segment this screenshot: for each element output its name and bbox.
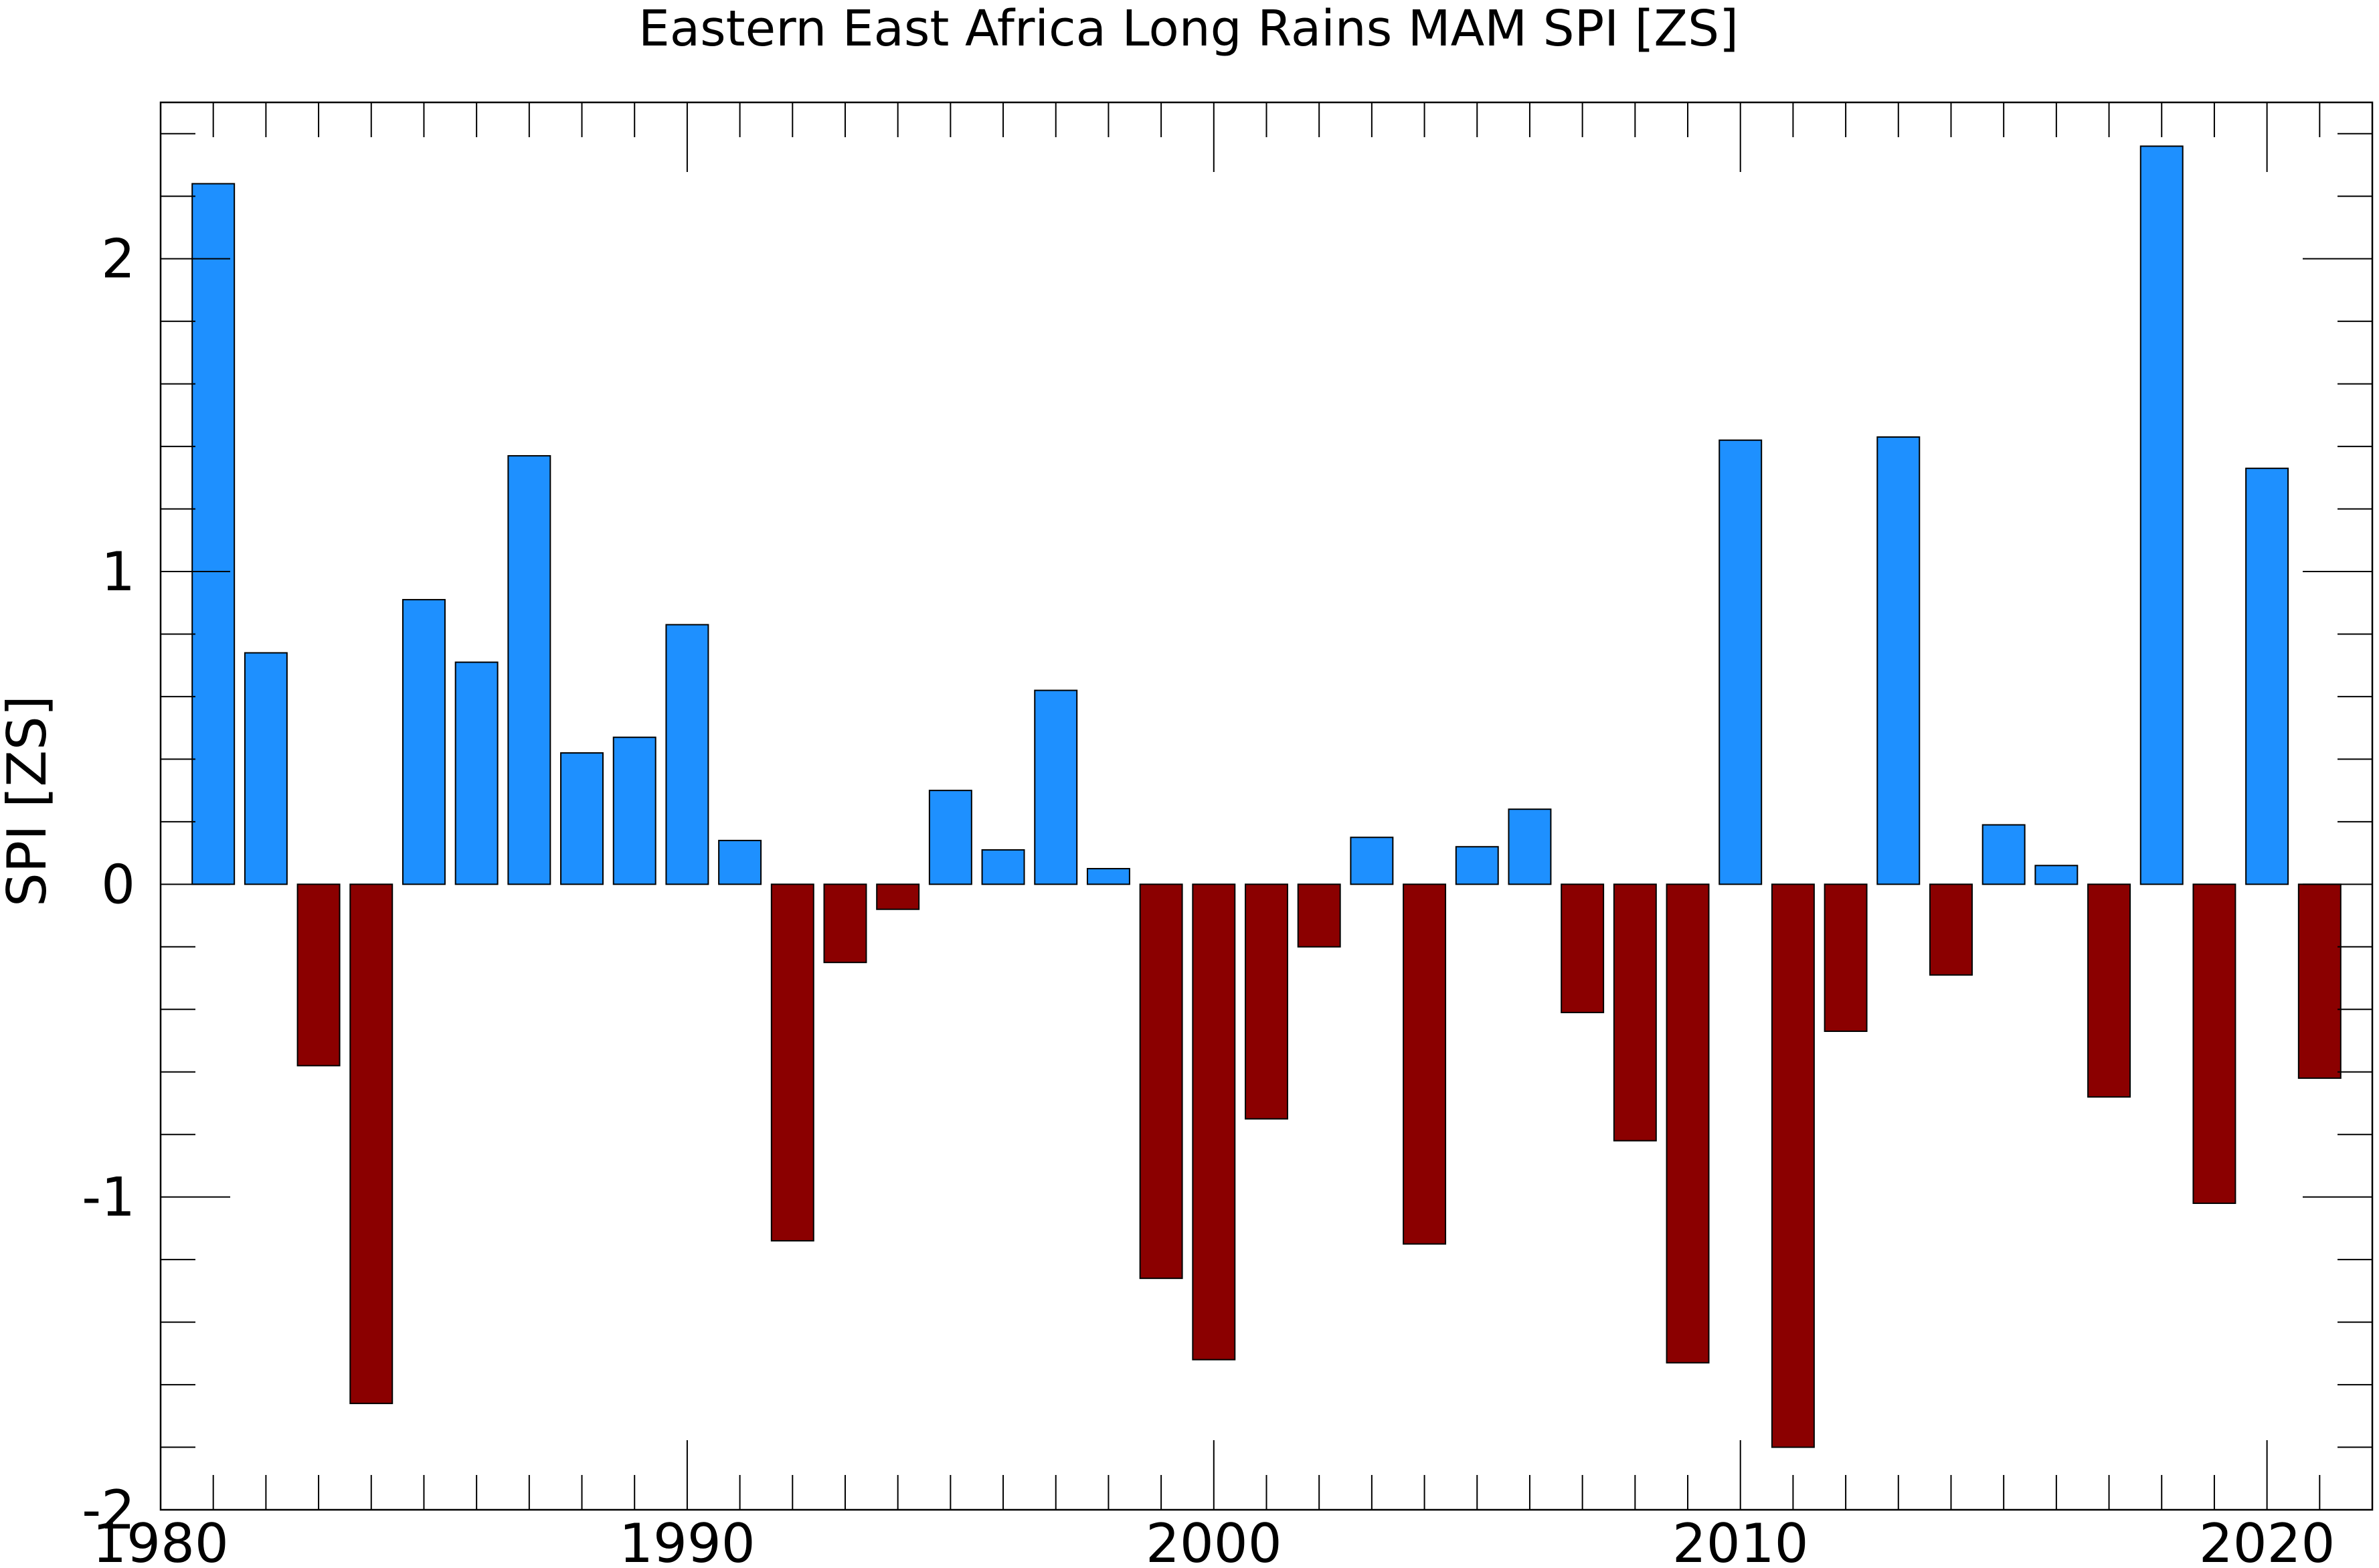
bar-1992	[770, 883, 814, 1242]
bar-2005	[1455, 846, 1499, 885]
bar-1993	[823, 883, 867, 964]
bar-1997	[1034, 689, 1078, 885]
bar-1983	[296, 883, 341, 1067]
bar-2007	[1561, 883, 1605, 1013]
x-tick-label: 1990	[619, 1512, 756, 1568]
bar-1999	[1139, 883, 1183, 1280]
y-axis-label: SPI [ZS]	[0, 695, 58, 907]
bar-1996	[981, 849, 1025, 885]
bar-2020	[2245, 467, 2289, 885]
bar-1985	[402, 599, 446, 885]
bar-2002	[1297, 883, 1341, 948]
x-tick-label: 2000	[1146, 1512, 1282, 1568]
y-tick-label: 2	[101, 228, 135, 290]
bar-1982	[244, 652, 288, 885]
bar-2014	[1929, 883, 1973, 976]
x-tick-label: 2020	[2199, 1512, 2336, 1568]
y-tick-label: 1	[101, 541, 135, 603]
bar-1984	[349, 883, 393, 1405]
bar-2013	[1876, 436, 1921, 885]
bars-group	[191, 145, 2342, 1448]
x-tick-label: 2010	[1672, 1512, 1809, 1568]
bar-1991	[718, 839, 762, 885]
bar-2021	[2297, 883, 2342, 1079]
bar-2004	[1403, 883, 1447, 1245]
bar-2000	[1192, 883, 1236, 1361]
bar-1986	[454, 661, 499, 885]
bar-2017	[2087, 883, 2131, 1098]
tick-labels-group: 1980 1990 2000 2010 2020 -2 -1 0 1 2	[82, 228, 2335, 1568]
bar-2018	[2139, 145, 2184, 885]
bar-1988	[560, 752, 604, 885]
bar-2003	[1350, 837, 1394, 885]
bar-1981	[191, 183, 236, 885]
bar-1989	[612, 736, 656, 885]
y-tick-label: 0	[101, 853, 135, 916]
bar-2011	[1771, 883, 1815, 1448]
ticks-group	[160, 102, 2373, 1510]
bar-2008	[1613, 883, 1657, 1142]
bar-1995	[928, 790, 972, 885]
plot-frame	[159, 101, 2374, 1511]
bar-1987	[507, 455, 551, 885]
x-tick-label: 1980	[92, 1512, 229, 1568]
bar-2009	[1666, 883, 1710, 1364]
y-tick-label: -1	[82, 1166, 135, 1229]
bar-2016	[2034, 865, 2079, 885]
bar-1990	[665, 624, 709, 885]
bar-1994	[876, 883, 920, 910]
bar-1998	[1086, 867, 1130, 885]
y-tick-label: -2	[82, 1479, 135, 1541]
bar-2001	[1245, 883, 1288, 1120]
bar-2019	[2192, 883, 2236, 1205]
bar-2015	[1981, 824, 2026, 885]
bar-2012	[1824, 883, 1868, 1032]
bar-2006	[1508, 808, 1552, 885]
bar-2010	[1719, 439, 1763, 885]
chart-title: Eastern East Africa Long Rains MAM SPI […	[638, 0, 1739, 58]
